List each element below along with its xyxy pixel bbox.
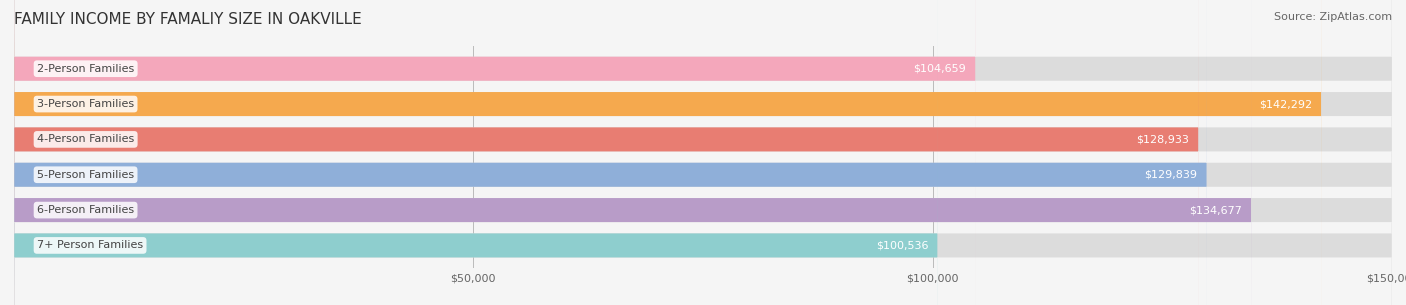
FancyBboxPatch shape <box>14 0 1392 305</box>
FancyBboxPatch shape <box>14 0 1198 305</box>
FancyBboxPatch shape <box>14 0 1392 305</box>
FancyBboxPatch shape <box>14 0 976 305</box>
Text: 3-Person Families: 3-Person Families <box>37 99 134 109</box>
Text: 7+ Person Families: 7+ Person Families <box>37 240 143 250</box>
Text: $128,933: $128,933 <box>1136 135 1189 144</box>
FancyBboxPatch shape <box>14 0 1206 305</box>
FancyBboxPatch shape <box>14 0 1392 305</box>
FancyBboxPatch shape <box>14 0 1392 305</box>
FancyBboxPatch shape <box>14 0 938 305</box>
FancyBboxPatch shape <box>14 0 1322 305</box>
Text: 2-Person Families: 2-Person Families <box>37 64 135 74</box>
Text: $104,659: $104,659 <box>914 64 966 74</box>
Text: Source: ZipAtlas.com: Source: ZipAtlas.com <box>1274 12 1392 22</box>
Text: $142,292: $142,292 <box>1258 99 1312 109</box>
Text: 4-Person Families: 4-Person Families <box>37 135 135 144</box>
FancyBboxPatch shape <box>14 0 1392 305</box>
Text: $129,839: $129,839 <box>1144 170 1198 180</box>
FancyBboxPatch shape <box>14 0 1392 305</box>
Text: FAMILY INCOME BY FAMALIY SIZE IN OAKVILLE: FAMILY INCOME BY FAMALIY SIZE IN OAKVILL… <box>14 12 361 27</box>
FancyBboxPatch shape <box>14 0 1251 305</box>
Text: $134,677: $134,677 <box>1189 205 1241 215</box>
Text: 6-Person Families: 6-Person Families <box>37 205 134 215</box>
Text: $100,536: $100,536 <box>876 240 928 250</box>
Text: 5-Person Families: 5-Person Families <box>37 170 134 180</box>
